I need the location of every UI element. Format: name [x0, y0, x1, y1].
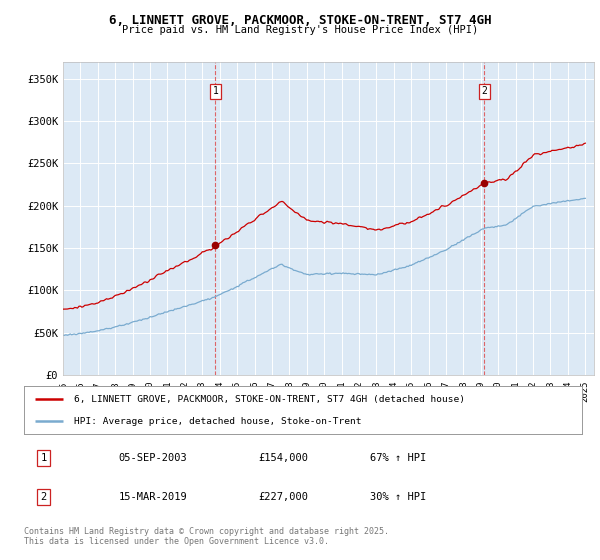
- Text: 67% ↑ HPI: 67% ↑ HPI: [370, 453, 426, 463]
- Text: Contains HM Land Registry data © Crown copyright and database right 2025.
This d: Contains HM Land Registry data © Crown c…: [24, 526, 389, 546]
- Text: £227,000: £227,000: [259, 492, 308, 502]
- Text: £154,000: £154,000: [259, 453, 308, 463]
- Text: 15-MAR-2019: 15-MAR-2019: [119, 492, 188, 502]
- Text: 6, LINNETT GROVE, PACKMOOR, STOKE-ON-TRENT, ST7 4GH: 6, LINNETT GROVE, PACKMOOR, STOKE-ON-TRE…: [109, 14, 491, 27]
- Text: 1: 1: [212, 86, 218, 96]
- Text: 1: 1: [40, 453, 47, 463]
- Text: Price paid vs. HM Land Registry's House Price Index (HPI): Price paid vs. HM Land Registry's House …: [122, 25, 478, 35]
- Text: 2: 2: [40, 492, 47, 502]
- Text: 05-SEP-2003: 05-SEP-2003: [119, 453, 188, 463]
- Text: 6, LINNETT GROVE, PACKMOOR, STOKE-ON-TRENT, ST7 4GH (detached house): 6, LINNETT GROVE, PACKMOOR, STOKE-ON-TRE…: [74, 395, 465, 404]
- Text: 30% ↑ HPI: 30% ↑ HPI: [370, 492, 426, 502]
- Text: 2: 2: [482, 86, 487, 96]
- Text: HPI: Average price, detached house, Stoke-on-Trent: HPI: Average price, detached house, Stok…: [74, 417, 362, 426]
